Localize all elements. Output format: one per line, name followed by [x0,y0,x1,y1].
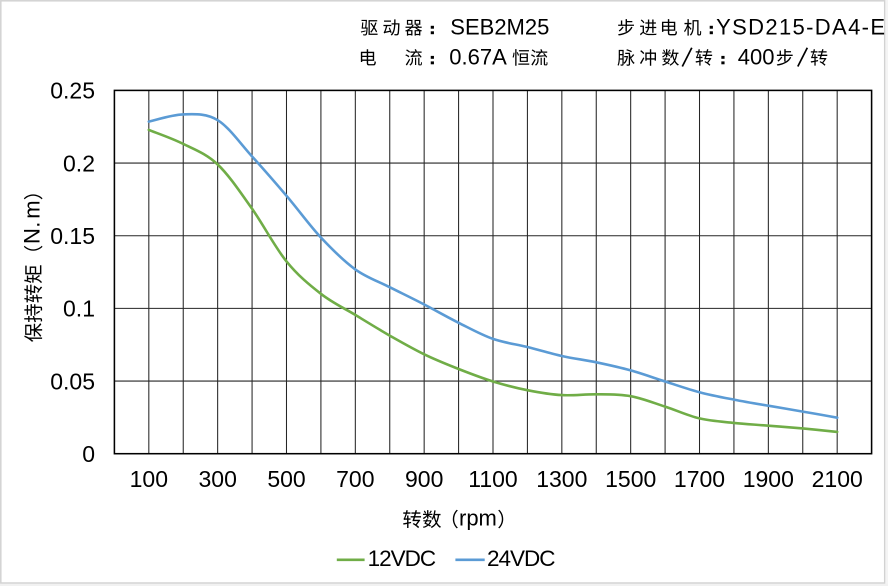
svg-text:0: 0 [82,441,95,467]
svg-text:0.67A: 0.67A [449,45,507,70]
svg-text:1500: 1500 [605,466,656,492]
svg-text:400: 400 [738,45,775,70]
svg-text:500: 500 [267,466,305,492]
svg-text:SEB2M25: SEB2M25 [450,15,549,40]
svg-text:0.15: 0.15 [50,223,95,249]
svg-text:1300: 1300 [536,466,587,492]
svg-text:2100: 2100 [812,466,863,492]
svg-text:100: 100 [130,466,168,492]
svg-text:1100: 1100 [468,466,517,492]
svg-text:0.05: 0.05 [50,368,95,394]
svg-text:0.2: 0.2 [63,150,95,176]
svg-text:0.1: 0.1 [63,296,95,322]
svg-text:m: m [20,200,45,218]
svg-text:YSD215-DA4-E: YSD215-DA4-E [716,15,886,40]
svg-text:N: N [20,228,45,244]
svg-text:.: . [20,222,45,228]
svg-text:1700: 1700 [674,466,725,492]
svg-text:700: 700 [336,466,374,492]
svg-text:24VDC: 24VDC [487,546,555,571]
svg-text:12VDC: 12VDC [368,546,436,571]
svg-text:0.25: 0.25 [50,78,95,104]
svg-text:1900: 1900 [743,466,794,492]
svg-text:300: 300 [199,466,237,492]
svg-text:rpm: rpm [459,506,497,531]
svg-text:900: 900 [405,466,443,492]
